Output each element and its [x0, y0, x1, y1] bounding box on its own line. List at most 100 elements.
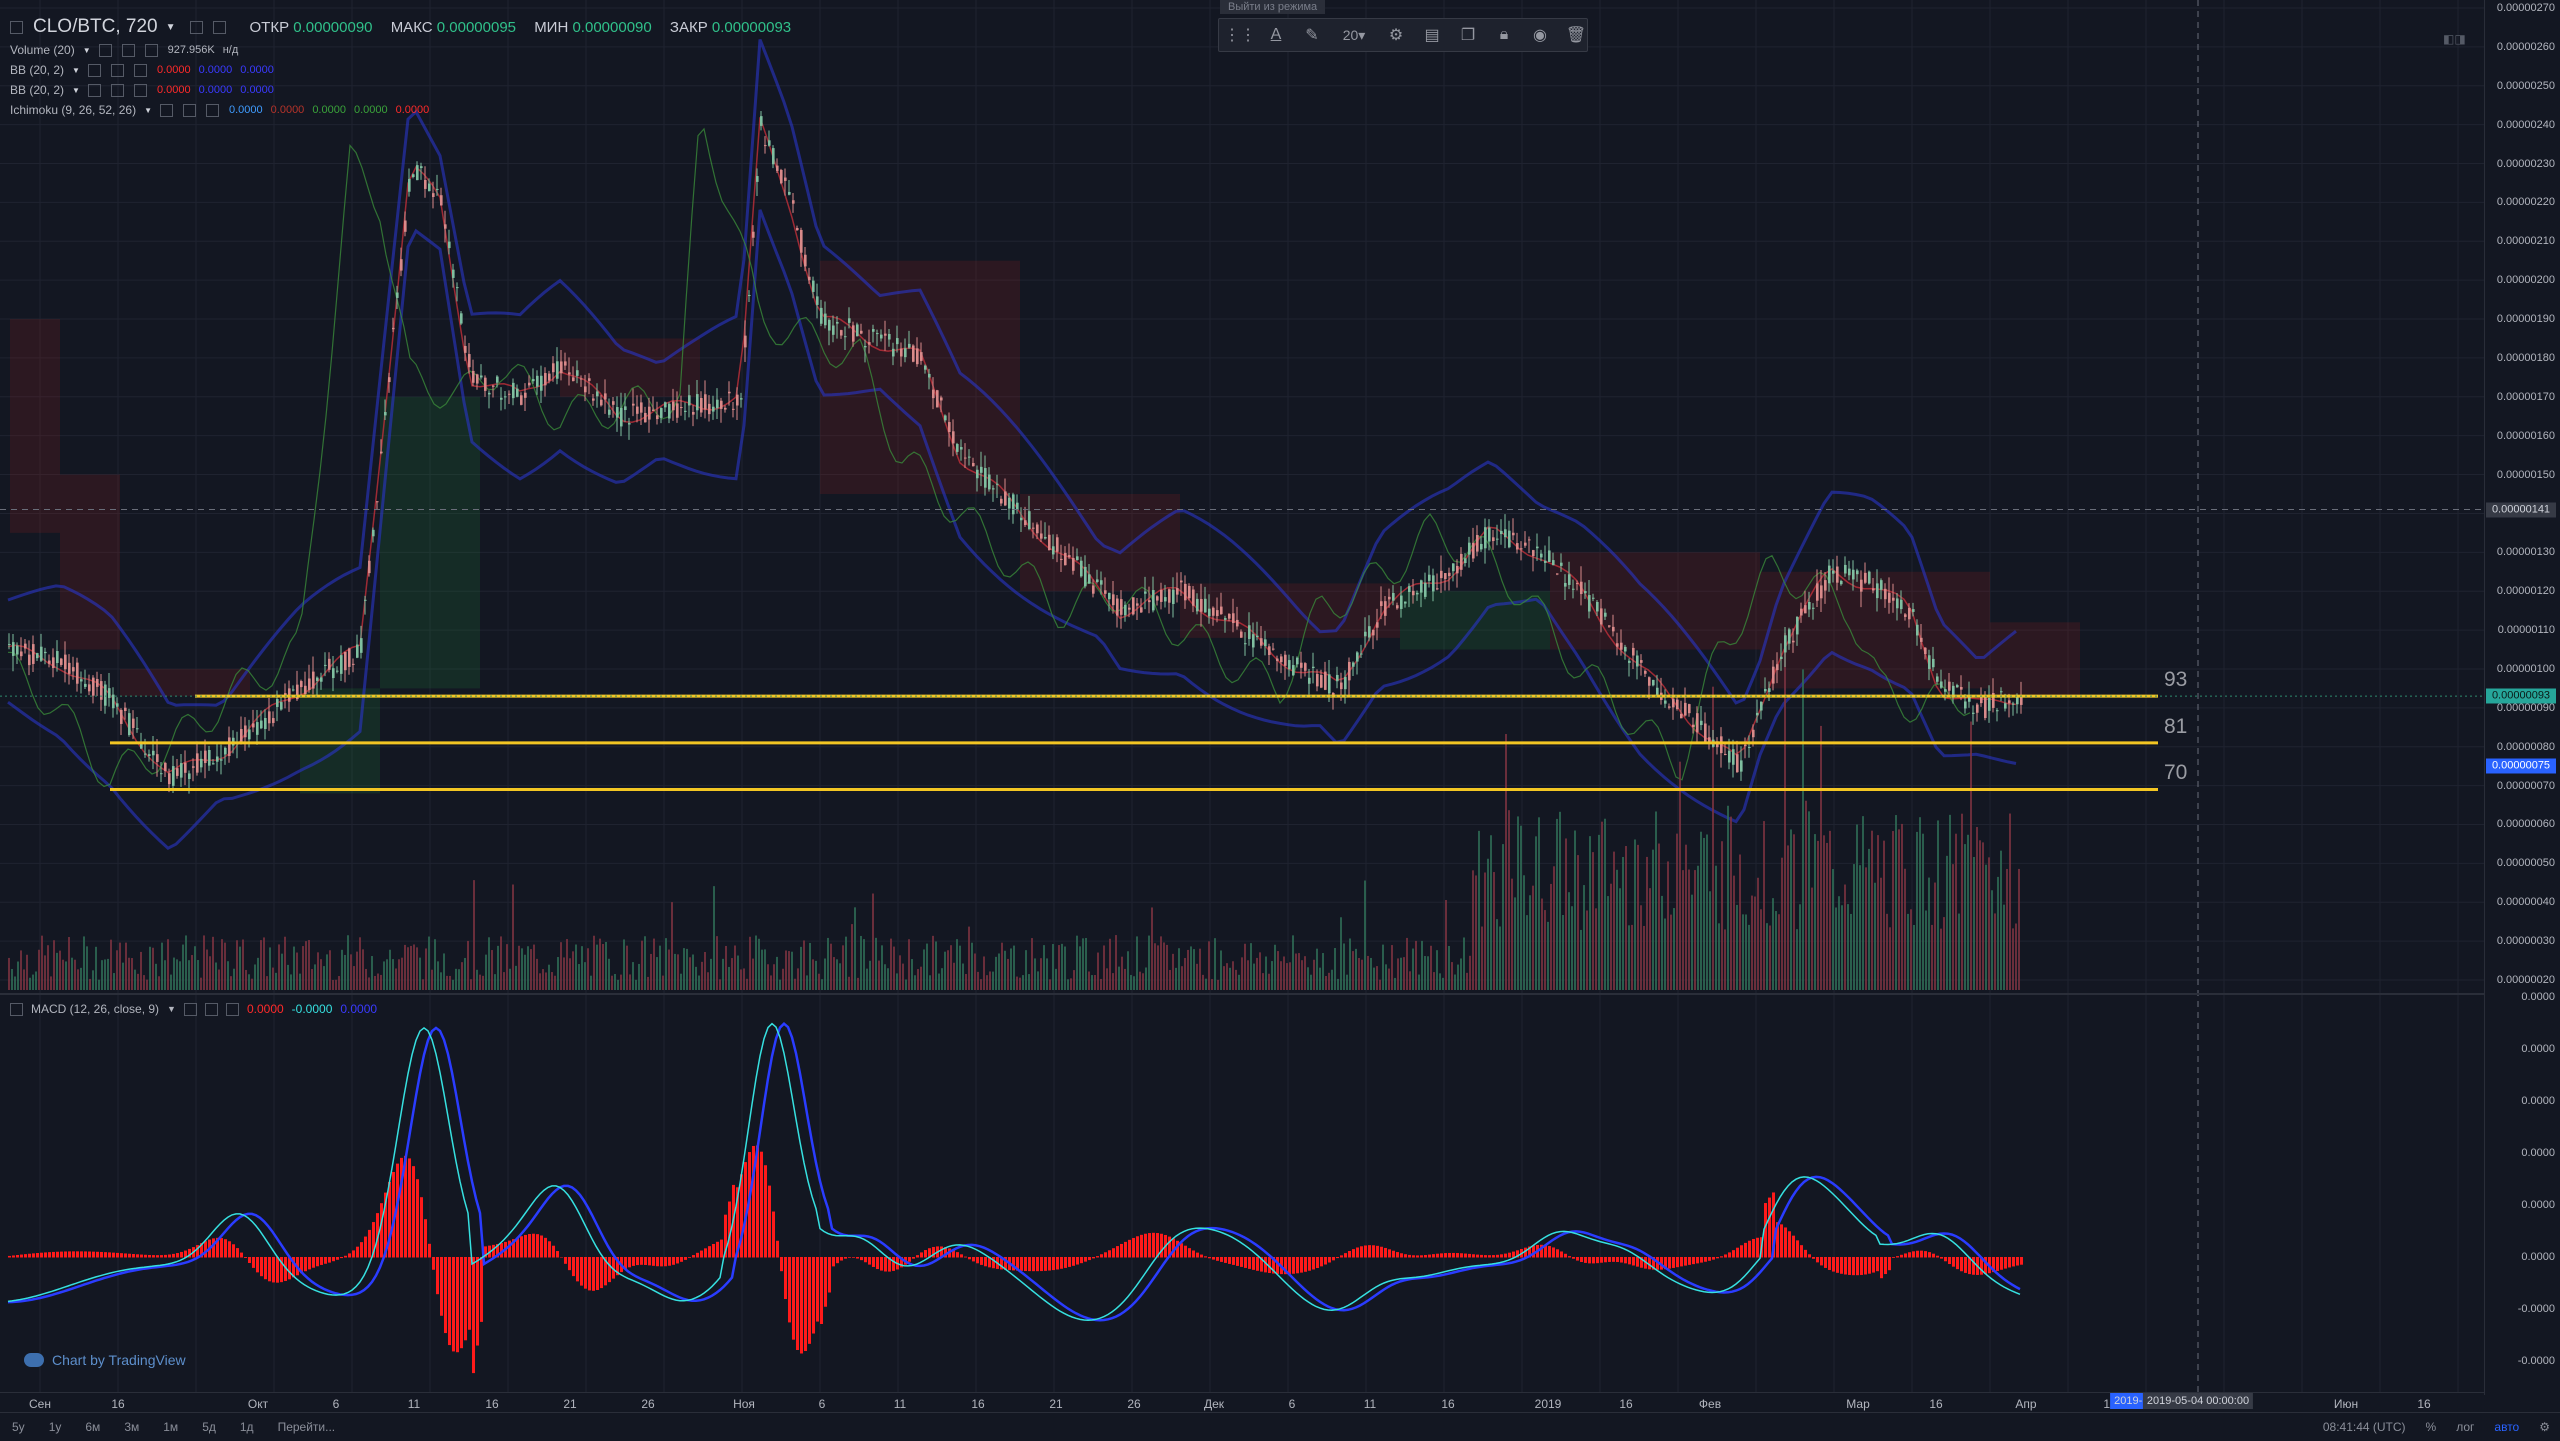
volume-bar — [704, 951, 706, 990]
settings-gear-icon[interactable]: ⚙ — [1388, 27, 1404, 44]
level-label[interactable]: 70 — [2164, 761, 2188, 785]
macd-histogram-bar — [1052, 1257, 1055, 1271]
chevron-down-icon[interactable]: ▼ — [167, 1004, 176, 1014]
range-button[interactable]: 1м — [163, 1420, 179, 1434]
settings-icon[interactable] — [98, 43, 112, 57]
font-size-select[interactable]: 20 ▾ — [1342, 26, 1366, 44]
chevron-down-icon[interactable]: ▼ — [144, 105, 152, 115]
drag-handle-icon[interactable]: ⋮⋮ — [1224, 27, 1256, 44]
range-button[interactable]: 6м — [85, 1420, 101, 1434]
symbol-title[interactable]: CLO/BTC, 720 — [33, 16, 158, 37]
range-button[interactable]: 5д — [202, 1420, 216, 1434]
text-color-button[interactable]: A — [1265, 24, 1287, 46]
visibility-icon[interactable] — [204, 1002, 218, 1016]
level-label[interactable]: 81 — [2164, 714, 2188, 738]
volume-bar — [581, 946, 583, 990]
volume-bar — [917, 969, 919, 990]
macd-histogram-bar — [752, 1145, 755, 1258]
line-color-button[interactable]: ✎ — [1305, 27, 1319, 44]
range-button[interactable]: 1д — [239, 1420, 254, 1434]
indicator-name[interactable]: Volume (20) — [10, 43, 75, 57]
range-button[interactable]: 1у — [48, 1420, 62, 1434]
visibility-icon[interactable] — [183, 103, 196, 117]
visibility-icon[interactable] — [110, 83, 124, 97]
volume-bar — [239, 946, 241, 990]
candle-body — [828, 319, 831, 331]
visibility-icon[interactable] — [121, 43, 135, 57]
candle-body — [972, 462, 975, 467]
macd-histogram-bar — [524, 1234, 527, 1258]
level-label[interactable]: 93 — [2164, 668, 2188, 692]
chevron-down-icon[interactable]: ▼ — [72, 85, 80, 95]
settings-icon[interactable] — [189, 20, 203, 34]
candle-body — [780, 169, 783, 184]
close-icon[interactable] — [212, 20, 226, 34]
chevron-down-icon[interactable]: ▼ — [72, 65, 80, 75]
percent-toggle[interactable]: % — [2425, 1420, 2437, 1434]
template-icon[interactable]: ▤ — [1424, 27, 1440, 44]
bottom-toolbar: 5у 1у 6м 3м 1м 5д 1д Перейти... 08:41:44 (UTC)… — [0, 1412, 2560, 1441]
macd-title[interactable]: MACD (12, 26, close, 9) — [31, 1002, 160, 1016]
candle-body — [2008, 700, 2011, 704]
trash-icon[interactable]: 🗑︎ — [1565, 27, 1587, 44]
range-button[interactable]: 3м — [124, 1420, 140, 1434]
macd-histogram-bar — [864, 1257, 867, 1263]
volume-bar — [80, 967, 82, 990]
collapse-icon[interactable] — [10, 20, 23, 34]
settings-icon[interactable] — [160, 103, 173, 117]
volume-bar — [506, 944, 508, 990]
visibility-eye-icon[interactable]: ◉ — [1533, 27, 1547, 44]
candle-body — [1800, 608, 1803, 616]
volume-bar — [1028, 974, 1030, 990]
scale-arrows-icon[interactable]: ◧◨ — [2443, 32, 2466, 46]
clone-icon[interactable]: ❐ — [1460, 27, 1476, 44]
tradingview-watermark[interactable]: Chart by TradingView — [24, 1352, 186, 1368]
chevron-down-icon[interactable]: ▼ — [82, 45, 91, 55]
utc-clock[interactable]: 08:41:44 (UTC) — [2322, 1420, 2406, 1434]
range-button[interactable]: 5у — [12, 1420, 25, 1434]
macd-histogram-bar — [400, 1157, 403, 1258]
volume-bar — [608, 958, 610, 990]
volume-bar — [569, 958, 571, 990]
candle-body — [32, 644, 35, 664]
collapse-icon[interactable] — [10, 1002, 23, 1016]
close-icon[interactable] — [225, 1002, 239, 1016]
macd-histogram-bar — [1404, 1254, 1407, 1258]
chart-canvas[interactable] — [0, 0, 2484, 1395]
macd-histogram-bar — [1624, 1257, 1627, 1264]
settings-icon[interactable] — [183, 1002, 197, 1016]
volume-bar — [89, 978, 91, 990]
time-axis[interactable]: Сен 16 Окт 6 11 16 21 26 Ноя 6 11 16 21 26 Дек 6 11 16 201… — [0, 1392, 2484, 1413]
pane-separator[interactable] — [0, 993, 2484, 995]
volume-bar — [875, 937, 877, 990]
gear-icon[interactable]: ⚙ — [2539, 1420, 2550, 1434]
volume-bar — [1682, 870, 1684, 990]
candle-body — [848, 318, 851, 323]
log-toggle[interactable]: лог — [2456, 1420, 2475, 1434]
goto-date-button[interactable]: Перейти... — [277, 1420, 336, 1434]
volume-bar — [1784, 632, 1786, 990]
close-icon[interactable] — [206, 103, 219, 117]
chevron-down-icon[interactable]: ▼ — [165, 21, 176, 33]
macd-histogram-bar — [600, 1257, 603, 1289]
lock-icon[interactable]: 🔒︎ — [1499, 26, 1509, 43]
macd-histogram-bar — [1636, 1257, 1639, 1267]
close-icon[interactable] — [133, 63, 147, 77]
volume-bar — [167, 939, 169, 990]
macd-histogram-bar — [552, 1245, 555, 1258]
volume-bar — [1514, 897, 1516, 990]
close-icon[interactable] — [144, 43, 158, 57]
macd-histogram-bar — [344, 1255, 347, 1258]
volume-bar — [656, 957, 658, 990]
settings-icon[interactable] — [87, 63, 101, 77]
indicator-name[interactable]: BB (20, 2) — [10, 83, 65, 97]
volume-bar — [536, 958, 538, 990]
volume-bar — [689, 957, 691, 990]
auto-scale-toggle[interactable]: авто — [2494, 1420, 2520, 1434]
indicator-name[interactable]: Ichimoku (9, 26, 52, 26) — [10, 103, 137, 117]
indicator-name[interactable]: BB (20, 2) — [10, 63, 65, 77]
visibility-icon[interactable] — [110, 63, 124, 77]
settings-icon[interactable] — [87, 83, 101, 97]
close-icon[interactable] — [133, 83, 147, 97]
